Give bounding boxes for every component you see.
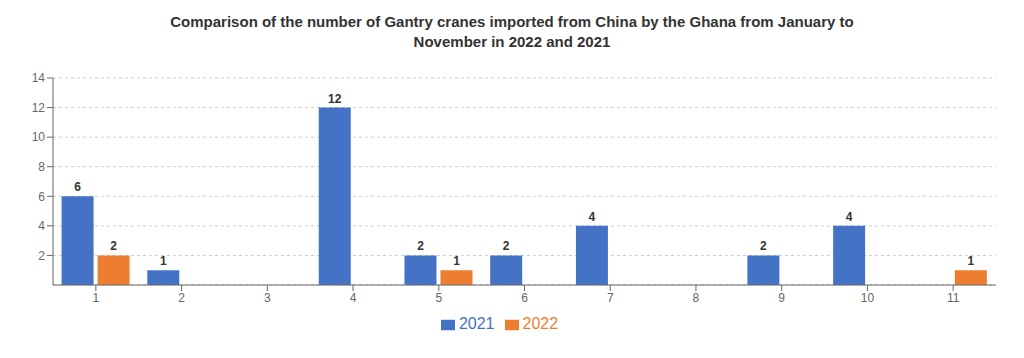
svg-text:7: 7	[607, 291, 614, 305]
svg-text:1: 1	[93, 291, 100, 305]
svg-text:10: 10	[861, 291, 875, 305]
html-text:2021: 2021	[458, 315, 495, 332]
svg-text:4: 4	[350, 291, 357, 305]
svg-text:1: 1	[968, 254, 975, 268]
svg-text:4: 4	[846, 210, 853, 224]
svg-text:2: 2	[760, 239, 767, 253]
svg-text:2: 2	[503, 239, 510, 253]
svg-text:12: 12	[32, 101, 46, 115]
svg-text:10: 10	[32, 130, 46, 144]
svg-text:5: 5	[435, 291, 442, 305]
svg-text:6: 6	[38, 190, 45, 204]
svg-text:3: 3	[264, 291, 271, 305]
svg-text:6: 6	[521, 291, 528, 305]
svg-text:2: 2	[178, 291, 185, 305]
svg-text:2: 2	[110, 239, 117, 253]
html-text:2022: 2022	[522, 315, 559, 332]
svg-text:9: 9	[778, 291, 785, 305]
svg-text:2: 2	[38, 249, 45, 263]
html-text:Comparison of the number of Ga: Comparison of the number of Gantry crane…	[170, 13, 854, 30]
svg-text:1: 1	[453, 254, 460, 268]
svg-text:8: 8	[38, 160, 45, 174]
svg-text:1: 1	[160, 254, 167, 268]
svg-text:4: 4	[589, 210, 596, 224]
html-text:November in 2022 and 2021: November in 2022 and 2021	[413, 33, 611, 50]
svg-text:2: 2	[417, 239, 424, 253]
svg-text:11: 11	[947, 291, 960, 305]
svg-text:12: 12	[328, 92, 342, 106]
svg-text:4: 4	[38, 219, 45, 233]
svg-text:8: 8	[693, 291, 700, 305]
svg-text:6: 6	[74, 180, 81, 194]
svg-text:14: 14	[32, 71, 46, 85]
